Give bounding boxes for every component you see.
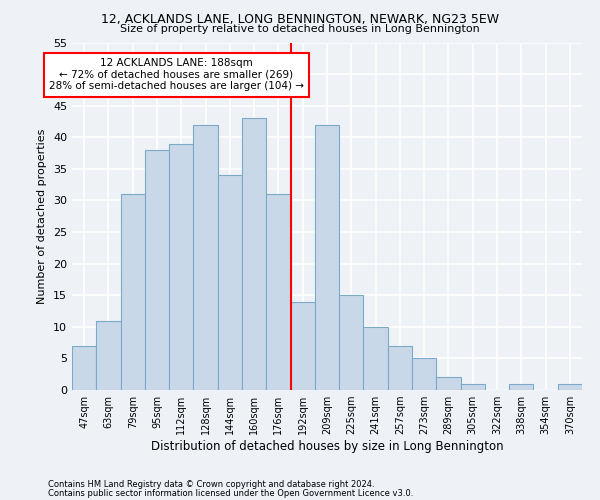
X-axis label: Distribution of detached houses by size in Long Bennington: Distribution of detached houses by size … bbox=[151, 440, 503, 453]
Bar bbox=[364, 327, 388, 390]
Text: Contains public sector information licensed under the Open Government Licence v3: Contains public sector information licen… bbox=[48, 489, 413, 498]
Bar bbox=[436, 378, 461, 390]
Bar bbox=[388, 346, 412, 390]
Bar bbox=[339, 295, 364, 390]
Bar bbox=[266, 194, 290, 390]
Bar bbox=[558, 384, 582, 390]
Bar bbox=[242, 118, 266, 390]
Text: 12 ACKLANDS LANE: 188sqm
← 72% of detached houses are smaller (269)
28% of semi-: 12 ACKLANDS LANE: 188sqm ← 72% of detach… bbox=[49, 58, 304, 92]
Text: Size of property relative to detached houses in Long Bennington: Size of property relative to detached ho… bbox=[120, 24, 480, 34]
Bar bbox=[461, 384, 485, 390]
Bar bbox=[290, 302, 315, 390]
Bar bbox=[96, 320, 121, 390]
Bar bbox=[412, 358, 436, 390]
Bar bbox=[509, 384, 533, 390]
Text: 12, ACKLANDS LANE, LONG BENNINGTON, NEWARK, NG23 5EW: 12, ACKLANDS LANE, LONG BENNINGTON, NEWA… bbox=[101, 12, 499, 26]
Y-axis label: Number of detached properties: Number of detached properties bbox=[37, 128, 47, 304]
Bar bbox=[193, 124, 218, 390]
Bar bbox=[315, 124, 339, 390]
Bar bbox=[145, 150, 169, 390]
Text: Contains HM Land Registry data © Crown copyright and database right 2024.: Contains HM Land Registry data © Crown c… bbox=[48, 480, 374, 489]
Bar bbox=[218, 175, 242, 390]
Bar bbox=[72, 346, 96, 390]
Bar bbox=[121, 194, 145, 390]
Bar bbox=[169, 144, 193, 390]
